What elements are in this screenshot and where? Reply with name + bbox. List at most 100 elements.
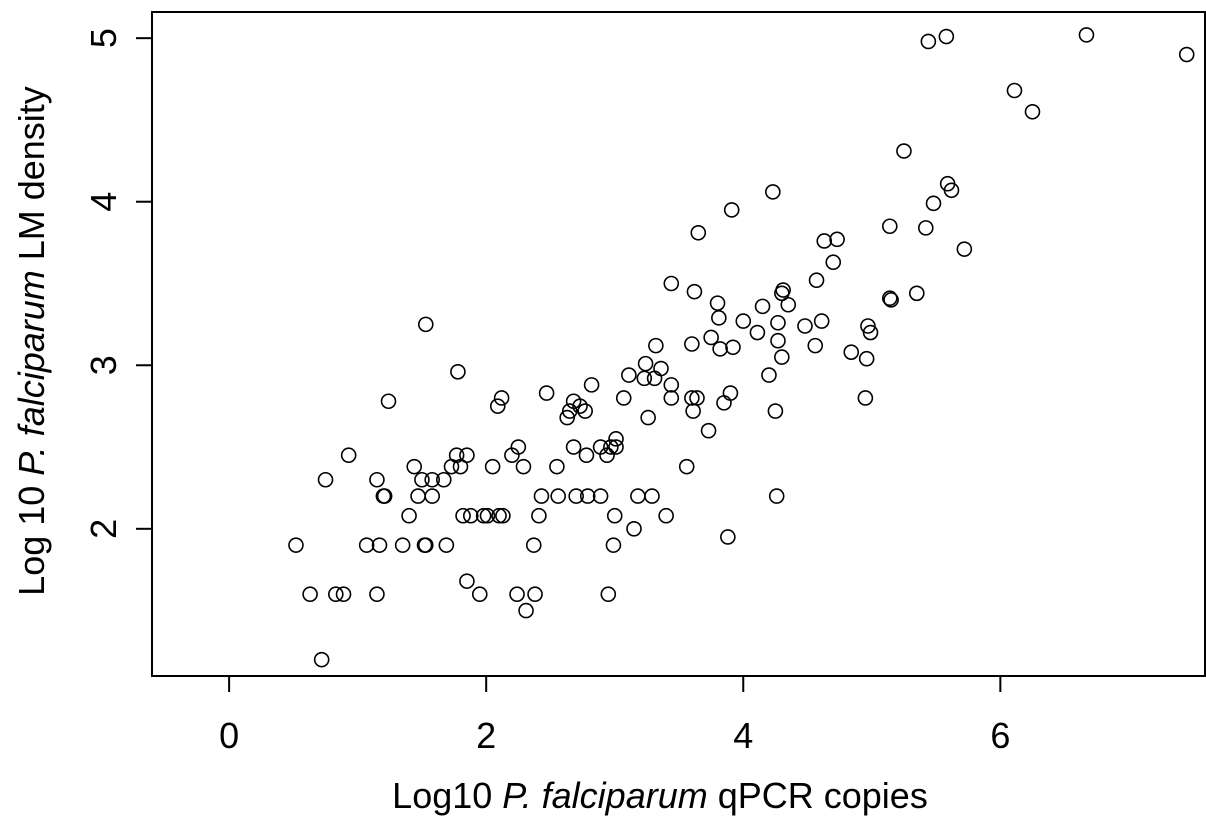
data-point [435,471,452,488]
data-point [606,507,623,524]
data-point [317,471,334,488]
data-point [663,377,680,393]
data-point [770,332,786,349]
data-point [644,488,660,504]
data-point [489,398,506,414]
data-point [722,385,739,401]
data-point [767,403,784,419]
data-point [462,507,479,524]
data-point [288,537,304,553]
data-point [340,447,357,464]
data-point [394,537,411,553]
data-point [862,324,879,341]
data-point [938,28,955,45]
data-point [577,403,593,419]
data-point [416,537,433,553]
data-point [605,537,622,553]
data-point [375,488,392,504]
data-point [459,573,475,589]
data-point [663,390,680,406]
y-tick-label: 2 [83,519,124,539]
data-point [371,537,388,553]
data-point [770,314,786,331]
data-point [358,537,375,553]
data-point [328,586,344,603]
data-point [843,344,860,360]
data-point [376,488,393,504]
data-point [448,447,465,464]
x-tick-label: 4 [733,715,753,756]
data-point [417,316,434,333]
data-point [493,390,510,406]
data-point [640,409,656,426]
x-tick-label: 2 [476,715,496,756]
data-point [583,377,600,393]
data-point [716,395,732,411]
data-point [765,184,781,200]
data-point [592,488,609,504]
data-point [479,507,496,524]
data-point [459,447,475,464]
data-point [775,282,791,298]
data-point [1078,27,1095,43]
data-point [956,241,973,257]
x-tick-label: 0 [219,715,239,756]
data-point [515,458,532,475]
data-point [450,364,466,380]
data-point [369,471,385,488]
data-point [531,507,547,524]
data-point [829,231,845,248]
data-point [491,507,507,524]
data-point [749,324,766,341]
data-point [424,488,441,504]
data-point [807,337,824,354]
data-point [455,507,471,524]
data-point [653,360,669,377]
x-tick-label: 6 [990,715,1010,756]
data-point [648,337,664,354]
data-point [572,398,588,414]
data-point [723,202,740,218]
data-point [925,195,942,212]
data-point [565,439,582,455]
data-point [630,488,646,504]
x-axis: 0 2 4 6 [219,675,1010,756]
plot-frame [151,11,1206,677]
data-point [857,390,874,406]
x-axis-title-suffix: qPCR copies [708,775,928,816]
data-point [369,586,385,603]
data-point [636,370,653,387]
data-point [533,488,550,504]
y-axis-title-prefix: Log 10 [11,476,52,596]
data-point [646,370,663,387]
data-point [335,586,352,603]
data-point [684,336,700,352]
data-point [685,403,701,419]
data-point [410,488,426,504]
data-point [813,313,830,329]
data-point [768,488,785,504]
data-point [663,275,680,292]
data-point [908,285,925,302]
data-point [858,350,875,367]
data-point [896,143,912,159]
data-point [920,33,937,50]
data-point [380,393,397,410]
data-point [725,339,741,356]
data-point [703,329,719,346]
data-point [452,458,469,475]
data-point [1178,46,1195,63]
y-axis: 2 3 4 5 [83,28,152,539]
data-point [700,422,717,439]
y-axis-title-italic: P. falciparum [11,270,52,475]
data-point [608,439,624,455]
x-axis-title: Log10 P. falciparum qPCR copies [392,775,928,816]
data-point [621,367,637,383]
data-point [525,537,542,553]
data-point [816,233,833,249]
data-point [518,602,534,619]
data-point [510,439,527,455]
data-point [600,586,617,603]
data-point [578,447,595,464]
